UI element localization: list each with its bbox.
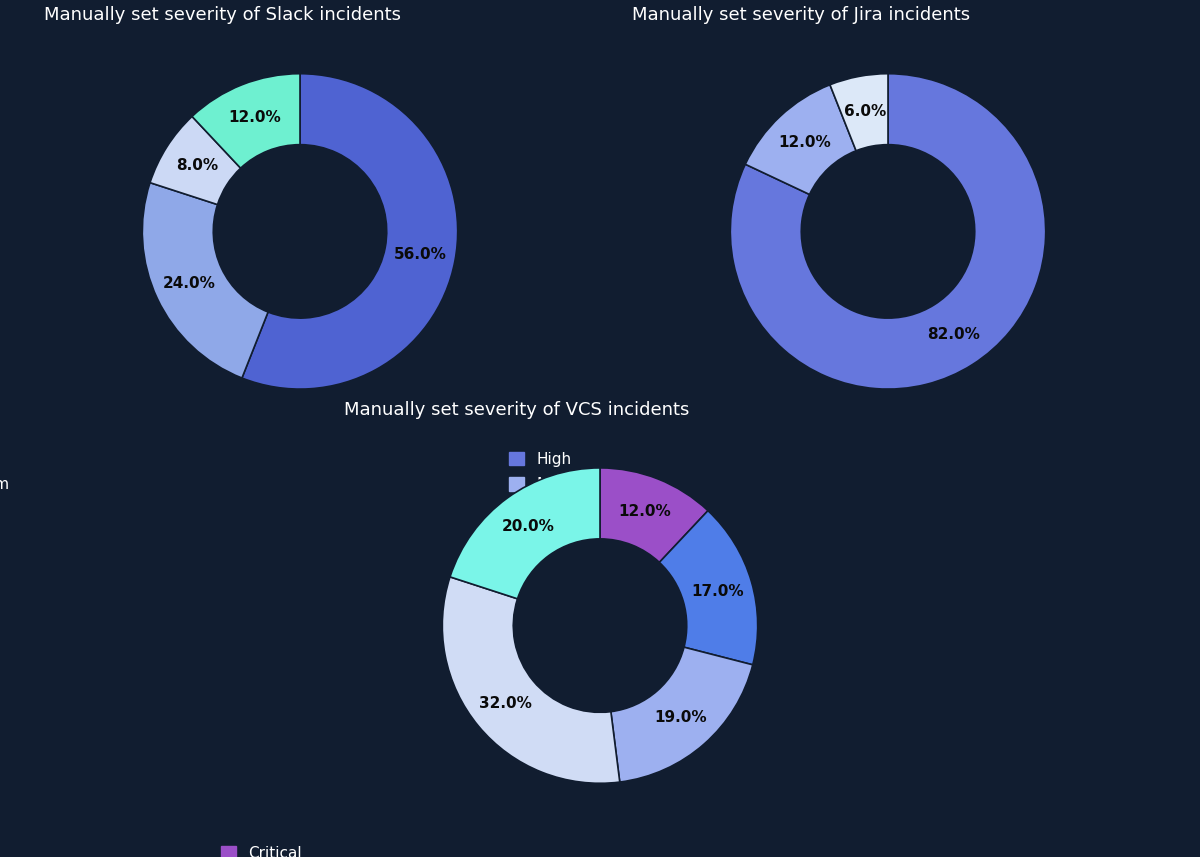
Wedge shape — [443, 577, 619, 783]
Wedge shape — [659, 511, 757, 665]
Wedge shape — [143, 183, 268, 378]
Text: 56.0%: 56.0% — [394, 247, 446, 261]
Text: 82.0%: 82.0% — [928, 327, 980, 342]
Legend: High, Medium, Low, Info: High, Medium, Low, Info — [0, 444, 17, 552]
Wedge shape — [611, 647, 752, 782]
Wedge shape — [830, 74, 888, 151]
Text: 19.0%: 19.0% — [654, 710, 707, 725]
Wedge shape — [600, 468, 708, 562]
Text: 17.0%: 17.0% — [691, 584, 744, 599]
Text: Manually set severity of VCS incidents: Manually set severity of VCS incidents — [343, 400, 689, 418]
Text: 20.0%: 20.0% — [502, 519, 554, 534]
Wedge shape — [150, 117, 241, 205]
Legend: Critical, High, Medium, Low, Info: Critical, High, Medium, Low, Info — [214, 838, 317, 857]
Wedge shape — [450, 468, 600, 599]
Text: Manually set severity of Slack incidents: Manually set severity of Slack incidents — [43, 6, 401, 24]
Text: 32.0%: 32.0% — [479, 696, 533, 711]
Text: Manually set severity of Jira incidents: Manually set severity of Jira incidents — [631, 6, 970, 24]
Text: 12.0%: 12.0% — [778, 135, 830, 150]
Text: 8.0%: 8.0% — [175, 159, 218, 173]
Legend: High, Medium, Low: High, Medium, Low — [502, 444, 605, 526]
Wedge shape — [192, 74, 300, 168]
Wedge shape — [731, 74, 1045, 389]
Text: 12.0%: 12.0% — [229, 111, 281, 125]
Wedge shape — [745, 85, 856, 195]
Text: 12.0%: 12.0% — [619, 505, 671, 519]
Text: 6.0%: 6.0% — [844, 104, 887, 119]
Wedge shape — [242, 74, 457, 389]
Text: 24.0%: 24.0% — [163, 276, 216, 291]
